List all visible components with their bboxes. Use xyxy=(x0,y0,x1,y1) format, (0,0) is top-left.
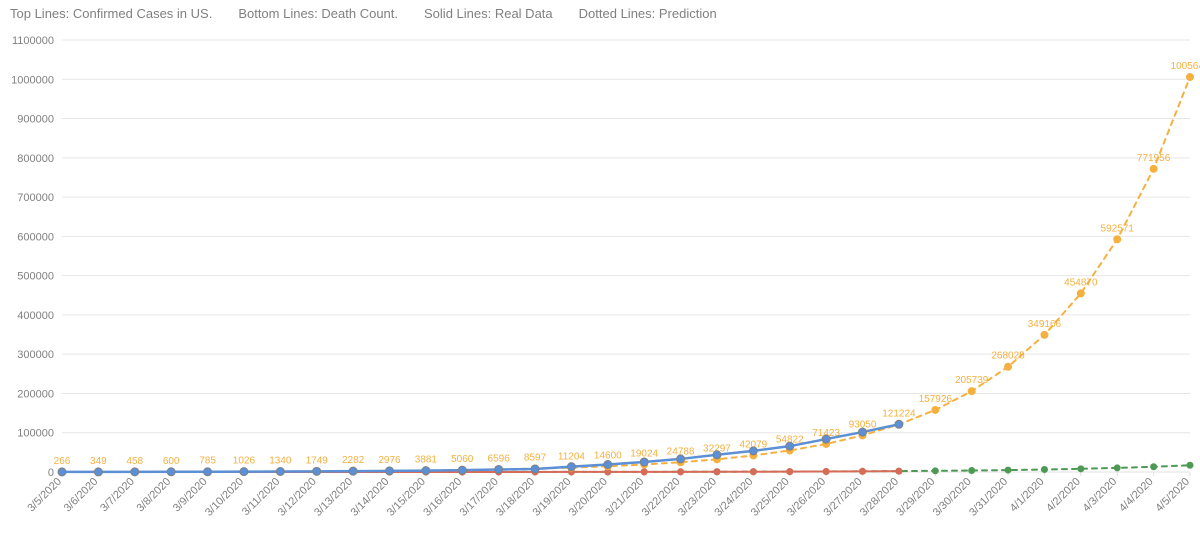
svg-text:200000: 200000 xyxy=(17,388,54,400)
svg-text:121224: 121224 xyxy=(882,408,916,419)
svg-text:2976: 2976 xyxy=(378,455,401,466)
svg-text:785: 785 xyxy=(199,456,216,467)
legend-item: Dotted Lines: Prediction xyxy=(579,6,717,21)
svg-text:349: 349 xyxy=(90,456,107,467)
svg-text:8597: 8597 xyxy=(524,453,547,464)
svg-text:600: 600 xyxy=(163,456,180,467)
svg-text:157926: 157926 xyxy=(919,394,953,405)
svg-text:1340: 1340 xyxy=(269,455,292,466)
svg-text:266: 266 xyxy=(54,456,71,467)
svg-text:1749: 1749 xyxy=(306,455,329,466)
svg-text:1100000: 1100000 xyxy=(12,35,54,47)
svg-text:500000: 500000 xyxy=(17,271,54,283)
svg-text:800000: 800000 xyxy=(17,153,54,165)
svg-text:6596: 6596 xyxy=(488,453,511,464)
svg-text:600000: 600000 xyxy=(17,231,54,243)
svg-text:454870: 454870 xyxy=(1064,277,1098,288)
svg-text:205739: 205739 xyxy=(955,375,989,386)
svg-text:1000000: 1000000 xyxy=(11,74,54,86)
legend-item: Top Lines: Confirmed Cases in US. xyxy=(10,6,212,21)
svg-text:700000: 700000 xyxy=(17,192,54,204)
svg-text:11204: 11204 xyxy=(558,452,586,463)
svg-text:771956: 771956 xyxy=(1137,153,1171,164)
chart-legend: Top Lines: Confirmed Cases in US. Bottom… xyxy=(10,6,1190,21)
chart-container: Top Lines: Confirmed Cases in US. Bottom… xyxy=(0,0,1200,533)
svg-text:1005643: 1005643 xyxy=(1171,61,1200,72)
svg-text:14600: 14600 xyxy=(594,450,622,461)
svg-text:268025: 268025 xyxy=(991,351,1025,362)
svg-text:300000: 300000 xyxy=(17,349,54,361)
line-chart: 0100000200000300000400000500000600000700… xyxy=(0,0,1200,533)
svg-text:100000: 100000 xyxy=(17,428,54,440)
svg-text:1026: 1026 xyxy=(233,456,256,467)
svg-text:900000: 900000 xyxy=(17,114,54,126)
svg-text:400000: 400000 xyxy=(17,310,54,322)
legend-item: Bottom Lines: Death Count. xyxy=(238,6,398,21)
svg-text:592571: 592571 xyxy=(1101,223,1135,234)
svg-text:458: 458 xyxy=(126,456,143,467)
svg-text:349166: 349166 xyxy=(1028,319,1062,330)
legend-item: Solid Lines: Real Data xyxy=(424,6,553,21)
svg-text:5060: 5060 xyxy=(451,454,474,465)
svg-text:3881: 3881 xyxy=(415,454,438,465)
svg-text:2282: 2282 xyxy=(342,455,365,466)
